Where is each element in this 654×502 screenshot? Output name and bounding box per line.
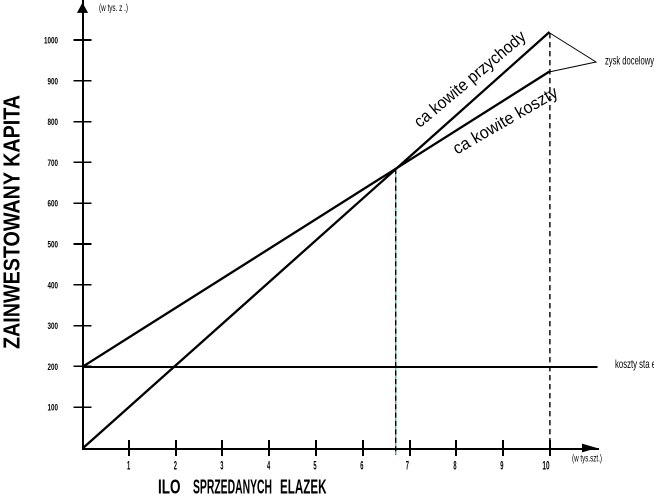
svg-text:5: 5: [313, 458, 316, 472]
svg-text:ZAINWESTOWANY KAPITA: ZAINWESTOWANY KAPITA: [0, 95, 24, 349]
svg-text:10: 10: [542, 458, 549, 472]
svg-text:4: 4: [267, 458, 270, 472]
svg-text:9: 9: [500, 458, 503, 472]
svg-text:(w tys.szt.): (w tys.szt.): [572, 454, 602, 465]
svg-text:ELAZEK: ELAZEK: [280, 476, 327, 499]
svg-text:600: 600: [48, 199, 59, 210]
svg-text:900: 900: [48, 76, 59, 87]
svg-text:6: 6: [360, 458, 363, 472]
svg-text:zysk docelowy: zysk docelowy: [605, 54, 654, 68]
svg-text:2: 2: [174, 458, 177, 472]
svg-text:1000: 1000: [44, 36, 58, 47]
svg-text:1: 1: [127, 458, 130, 472]
svg-text:300: 300: [48, 321, 59, 332]
svg-text:400: 400: [48, 280, 59, 291]
svg-text:100: 100: [48, 403, 59, 414]
svg-text:800: 800: [48, 117, 59, 128]
svg-text:(w tys. z .): (w tys. z .): [99, 3, 128, 14]
svg-text:8: 8: [453, 458, 456, 472]
svg-text:700: 700: [48, 158, 59, 169]
svg-text:ILO: ILO: [158, 476, 181, 499]
svg-text:3: 3: [220, 458, 223, 472]
svg-text:7: 7: [406, 458, 409, 472]
svg-text:500: 500: [48, 240, 59, 251]
svg-text:SPRZEDANYCH: SPRZEDANYCH: [193, 476, 272, 499]
svg-text:200: 200: [48, 362, 59, 373]
svg-text:koszty sta e: koszty sta e: [615, 357, 654, 371]
